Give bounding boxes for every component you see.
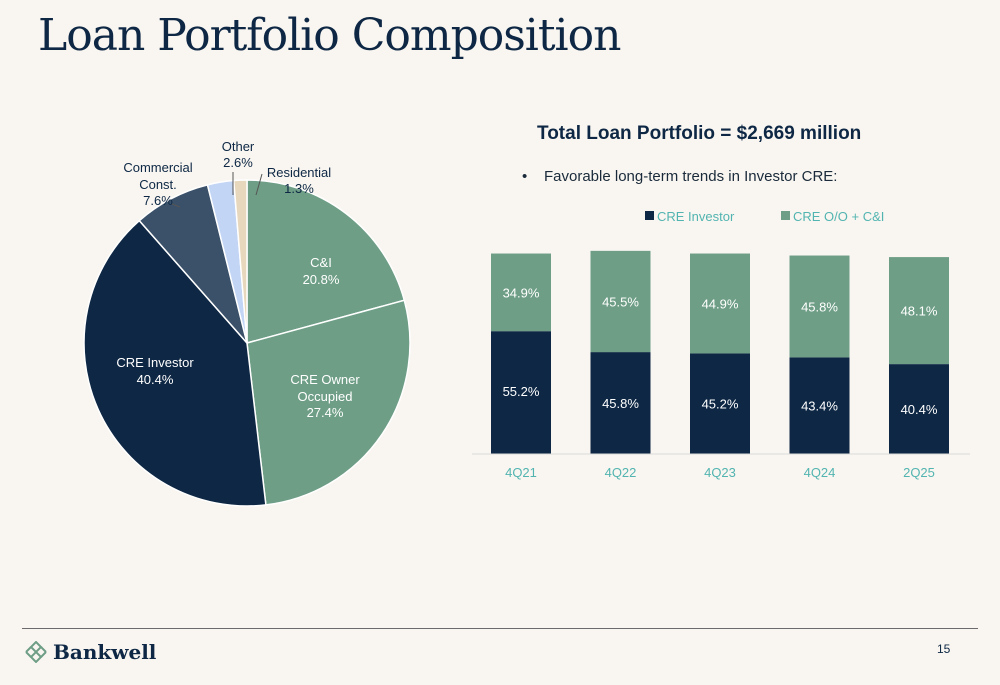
legend-label-cre-oo-ci: CRE O/O + C&I — [793, 209, 884, 224]
pie-label-ci: C&I — [310, 255, 332, 270]
bar-cre-oo-ci-4q22 — [590, 250, 651, 353]
bar-label-cre-oo-ci-4q23: 44.9% — [702, 296, 739, 311]
pie-label-cre-owner-occupied-line2: Occupied — [298, 389, 353, 404]
x-tick-4q22: 4Q22 — [605, 465, 637, 480]
x-tick-4q23: 4Q23 — [704, 465, 736, 480]
bar-label-cre-investor-4q22: 45.8% — [602, 396, 639, 411]
legend-swatch-cre-oo-ci — [781, 211, 790, 220]
pie-value-other: 2.6% — [223, 155, 253, 170]
bar-cre-oo-ci-4q21 — [491, 253, 551, 332]
bar-cre-investor-4q23 — [690, 353, 750, 454]
pie-value-residential: 1.3% — [284, 181, 314, 196]
bar-label-cre-investor-4q24: 43.4% — [801, 399, 838, 414]
leader-line-residential — [255, 173, 263, 196]
pie-slice-cre-investor — [83, 219, 267, 507]
bar-label-cre-oo-ci-4q22: 45.5% — [602, 294, 639, 309]
pie-label-other: Other — [222, 139, 255, 154]
pie-label-commercial-const-line1: Commercial — [123, 160, 192, 175]
x-tick-2q25: 2Q25 — [903, 465, 935, 480]
x-tick-4q21: 4Q21 — [505, 465, 537, 480]
bar-label-cre-oo-ci-4q21: 34.9% — [503, 285, 540, 300]
page-number: 15 — [937, 642, 951, 656]
pie-value-cre-owner-occupied: 27.4% — [307, 405, 344, 420]
footer-divider — [22, 628, 978, 629]
pie-value-ci: 20.8% — [303, 272, 340, 287]
bar-label-cre-oo-ci-4q24: 45.8% — [801, 299, 838, 314]
bar-cre-oo-ci-2q25 — [889, 257, 949, 365]
bar-label-cre-investor-2q25: 40.4% — [901, 402, 938, 417]
bar-chart-title: Total Loan Portfolio = $2,669 million — [537, 123, 862, 144]
legend-label-cre-investor: CRE Investor — [657, 209, 735, 224]
bar-cre-oo-ci-4q24 — [789, 255, 850, 358]
bar-cre-oo-ci-4q23 — [690, 253, 750, 354]
bar-cre-investor-4q22 — [590, 352, 651, 454]
bankwell-logo-icon — [25, 641, 47, 663]
pie-slice-cre-owner-occupied — [246, 299, 411, 506]
pie-value-cre-investor: 40.4% — [137, 372, 174, 387]
leader-line-commercial-const — [171, 203, 181, 208]
bullet-point: • Favorable long-term trends in Investor … — [522, 168, 837, 185]
pie-label-commercial-const-line2: Const. — [139, 177, 177, 192]
pie-label-residential: Residential — [267, 165, 331, 180]
slide-title: Loan Portfolio Composition — [38, 10, 621, 61]
x-tick-4q24: 4Q24 — [804, 465, 836, 480]
pie-slice-c-i — [246, 179, 406, 344]
bar-label-cre-oo-ci-2q25: 48.1% — [901, 304, 938, 319]
legend-swatch-cre-investor — [645, 211, 654, 220]
pie-value-commercial-const: 7.6% — [143, 193, 173, 208]
bullet-text: Favorable long-term trends in Investor C… — [544, 168, 838, 185]
pie-slice-residential — [232, 179, 248, 344]
logo-text: Bankwell — [53, 640, 157, 664]
bar-label-cre-investor-4q21: 55.2% — [503, 384, 540, 399]
pie-label-cre-owner-occupied-line1: CRE Owner — [290, 372, 360, 387]
bar-cre-investor-4q24 — [789, 357, 850, 454]
bankwell-logo: Bankwell — [25, 640, 156, 664]
pie-label-cre-investor: CRE Investor — [116, 355, 194, 370]
bar-label-cre-investor-4q23: 45.2% — [702, 397, 739, 412]
bar-cre-investor-2q25 — [889, 364, 949, 454]
bullet-dot: • — [522, 168, 528, 185]
bar-cre-investor-4q21 — [491, 331, 551, 454]
